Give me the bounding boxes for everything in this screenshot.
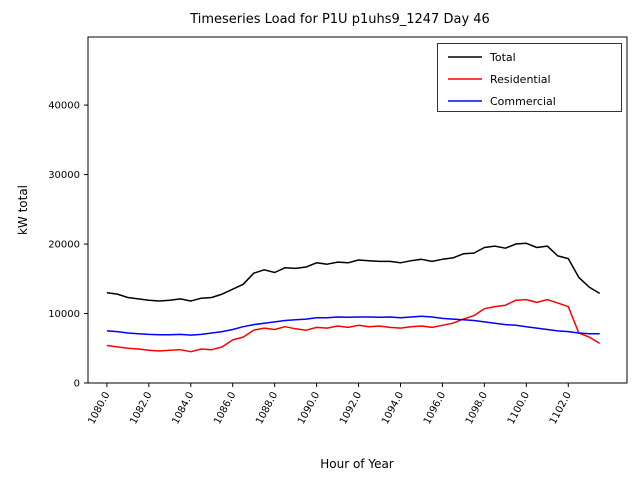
series-line-total <box>106 242 601 302</box>
y-tick-label: 20000 <box>48 240 80 251</box>
series-lines <box>106 242 601 353</box>
x-tick-label: 1084.0 <box>170 390 196 426</box>
legend-box <box>437 43 622 112</box>
series-line-residential <box>106 298 601 353</box>
legend-label-total: Total <box>489 51 516 64</box>
legend-label-residential: Residential <box>490 73 551 86</box>
legend-item-residential: Residential <box>448 73 551 86</box>
x-tick-label: 1082.0 <box>128 390 154 426</box>
x-tick-label: 1088.0 <box>254 390 280 426</box>
y-tick-label: 10000 <box>48 309 80 320</box>
legend-item-total: Total <box>448 51 516 64</box>
x-tick-label: 1090.0 <box>296 390 322 426</box>
axes-border <box>87 36 628 384</box>
x-tick-label: 1092.0 <box>338 390 364 426</box>
legend: Total Residential Commercial <box>437 43 622 112</box>
x-axis-label: Hour of Year <box>320 457 394 471</box>
x-tick-label: 1096.0 <box>422 390 448 426</box>
y-tick-label: 0 <box>74 379 80 390</box>
chart-title: Timeseries Load for P1U p1uhs9_1247 Day … <box>189 12 490 27</box>
x-tick-label: 1094.0 <box>380 390 406 426</box>
legend-item-commercial: Commercial <box>448 95 556 108</box>
y-axis-label: kW total <box>16 185 30 235</box>
y-tick-label: 40000 <box>48 101 80 112</box>
x-tick-label: 1098.0 <box>464 390 490 426</box>
x-tick-label: 1102.0 <box>548 390 574 426</box>
x-tick-label: 1080.0 <box>86 390 112 426</box>
y-tick-label: 30000 <box>48 170 80 181</box>
x-tick-label: 1086.0 <box>212 390 238 426</box>
x-tick-label: 1100.0 <box>506 390 532 426</box>
legend-label-commercial: Commercial <box>490 95 556 108</box>
series-line-commercial <box>106 315 600 336</box>
